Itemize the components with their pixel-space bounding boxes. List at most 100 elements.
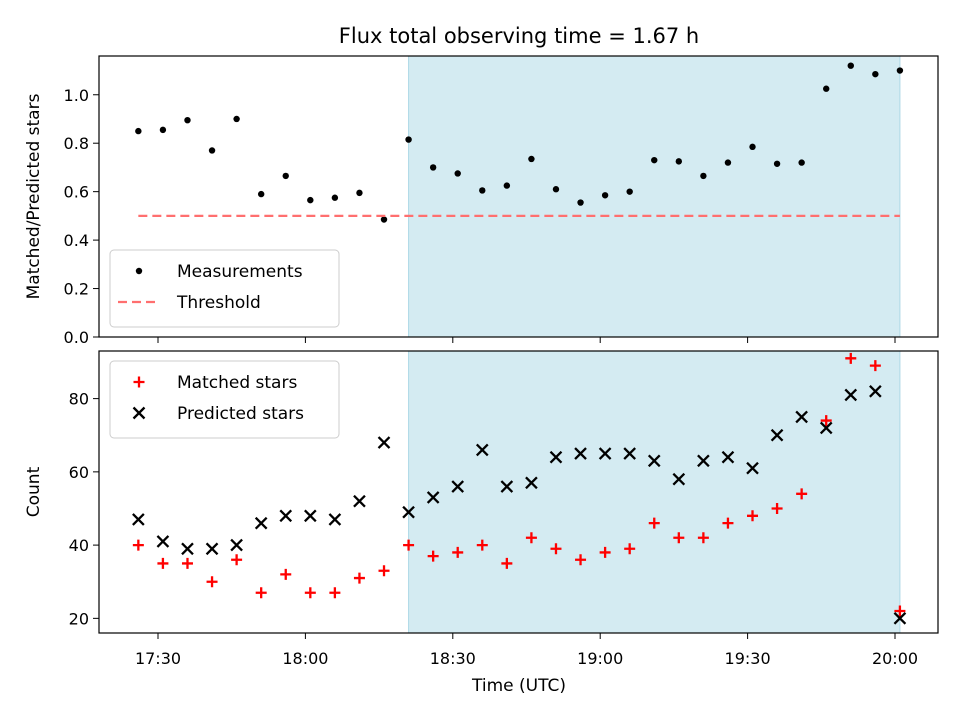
y-tick-label: 0.6 [64, 183, 89, 202]
x-tick-label: 18:00 [282, 649, 328, 668]
data-point [380, 216, 388, 223]
data-point [845, 352, 857, 364]
data-point [356, 189, 363, 197]
y-tick-label: 0.8 [64, 134, 89, 153]
data-point [647, 454, 661, 468]
plot-frame [98, 55, 939, 338]
data-point [427, 550, 439, 562]
x-tick-label: 19:00 [577, 649, 623, 668]
data-point [525, 476, 538, 490]
data-point [552, 186, 560, 193]
series-predicted-stars [132, 384, 907, 625]
data-point [623, 447, 636, 460]
data-point [823, 85, 830, 92]
series-measurements [135, 62, 904, 223]
data-point [279, 509, 293, 523]
data-point [181, 542, 194, 556]
data-point [525, 532, 537, 544]
data-point [697, 454, 710, 468]
x-tick-label: 19:30 [725, 649, 771, 668]
data-point [501, 557, 513, 569]
data-point [254, 516, 268, 530]
data-point [869, 384, 882, 398]
data-point [598, 447, 612, 460]
data-point [184, 116, 191, 124]
data-point [206, 576, 218, 588]
panel-ratio: 0.0 0.2 0.4 0.6 0.8 1.0 Matched/Predicted star… [24, 55, 939, 347]
data-point [722, 517, 734, 529]
data-point [329, 587, 341, 599]
data-point [869, 360, 881, 372]
data-point [599, 546, 611, 558]
data-point [208, 147, 216, 154]
data-point [479, 187, 486, 194]
data-point [159, 126, 167, 134]
data-point [307, 196, 314, 204]
data-point [675, 158, 683, 165]
panel-count: 20 40 60 80 Count Matched stars Predicted star… [24, 350, 939, 639]
data-point [770, 428, 784, 442]
series-matched-stars [132, 352, 906, 617]
data-point [451, 480, 465, 493]
y-tick-label: 40 [69, 536, 89, 555]
plot-frame [98, 350, 939, 634]
data-point [402, 505, 415, 519]
data-point [819, 421, 833, 435]
y-tick-label: 0.2 [64, 280, 89, 299]
legend-label: Matched stars [177, 373, 297, 393]
data-point [550, 543, 562, 555]
data-point [575, 554, 587, 566]
data-point [624, 543, 636, 555]
y-tick-label: 0.4 [64, 231, 89, 250]
data-point [651, 156, 658, 164]
shaded-region [408, 350, 901, 634]
legend-label: Measurements [177, 262, 303, 282]
data-point [230, 538, 243, 552]
data-point [724, 159, 732, 166]
chart-title: Flux total observing time = 1.67 h [339, 24, 699, 48]
data-point [353, 494, 366, 508]
data-point [157, 557, 169, 569]
legend: Measurements Threshold [109, 249, 340, 328]
data-point [503, 182, 511, 189]
data-point [773, 160, 781, 167]
shaded-region [408, 55, 901, 338]
data-point [549, 450, 563, 464]
data-point [749, 143, 756, 151]
data-point [233, 115, 240, 123]
data-point [601, 192, 609, 199]
data-point [844, 388, 858, 402]
data-point [377, 436, 391, 449]
data-point [426, 491, 440, 504]
data-point [820, 415, 832, 427]
data-point [697, 532, 709, 544]
data-point [798, 159, 805, 166]
data-point [181, 557, 193, 569]
data-point [721, 450, 735, 464]
data-point [847, 62, 854, 69]
x-tick-label: 18:30 [430, 649, 476, 668]
data-point [771, 502, 783, 514]
legend-box [109, 249, 340, 328]
data-point [429, 164, 437, 171]
data-point [872, 70, 879, 78]
data-point [528, 155, 535, 163]
data-point [156, 535, 170, 548]
data-point [353, 572, 365, 584]
legend: Matched stars Predicted stars [109, 360, 340, 439]
data-point [500, 480, 514, 493]
data-point [796, 488, 808, 500]
data-point [331, 194, 339, 201]
data-point [476, 539, 488, 551]
data-point [574, 447, 587, 460]
legend-label: Predicted stars [177, 404, 304, 424]
data-point [673, 532, 685, 544]
y-axis-title: Count [24, 466, 44, 517]
data-point [894, 605, 906, 617]
legend-marker [133, 376, 145, 388]
data-point [304, 587, 316, 599]
data-point [626, 188, 633, 195]
data-point [282, 172, 289, 180]
x-axis-title: Time (UTC) [471, 676, 566, 696]
